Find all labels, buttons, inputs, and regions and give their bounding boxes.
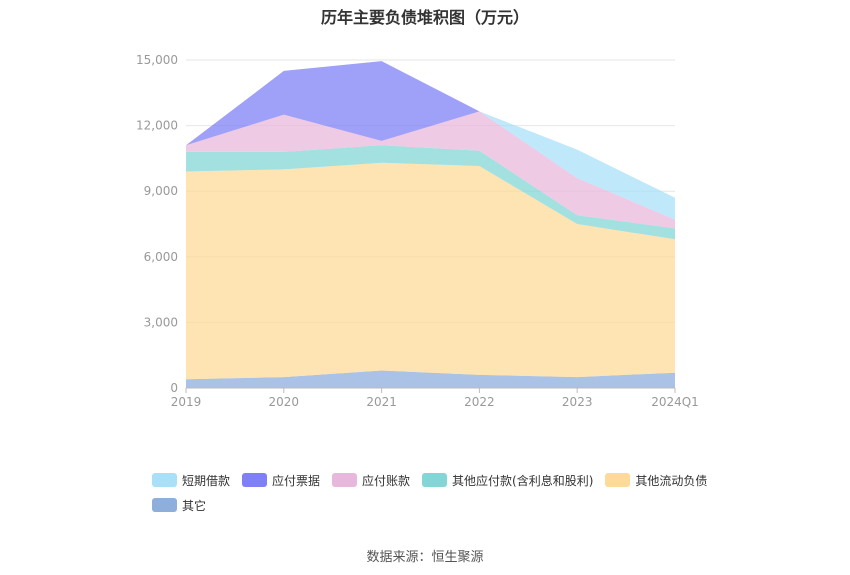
y-tick-label: 15,000 xyxy=(136,53,178,67)
series-area xyxy=(186,370,675,388)
legend: 短期借款 应付票据 应付账款 其他应付款(含利息和股利) 其他流动负债其它 xyxy=(152,472,732,513)
legend-label: 短期借款 xyxy=(182,473,231,488)
x-tick-label: 2020 xyxy=(269,395,300,409)
chart-title: 历年主要负债堆积图（万元） xyxy=(320,8,529,27)
legend-swatch xyxy=(152,473,177,487)
data-source: 数据来源：恒生聚源 xyxy=(366,550,484,565)
legend-item[interactable]: 其他应付款(含利息和股利) xyxy=(422,472,593,488)
series-area xyxy=(186,111,675,229)
x-tick-label: 2023 xyxy=(562,395,593,409)
y-tick-label: 3,000 xyxy=(144,315,178,329)
legend-label: 应付账款 xyxy=(362,473,411,488)
y-tick-label: 0 xyxy=(170,381,178,395)
legend-label: 其他流动负债 xyxy=(635,473,708,488)
y-tick-label: 6,000 xyxy=(144,250,178,264)
legend-label: 应付票据 xyxy=(272,473,321,488)
legend-swatch xyxy=(242,473,268,487)
series-area xyxy=(186,61,675,220)
legend-swatch xyxy=(152,498,177,512)
series-area xyxy=(186,145,675,240)
legend-label: 其它 xyxy=(182,498,207,513)
series-area xyxy=(186,162,675,380)
legend-item[interactable]: 短期借款 xyxy=(152,472,230,488)
x-tick-label: 2022 xyxy=(464,395,495,409)
legend-swatch xyxy=(605,473,631,487)
y-tick-label: 12,000 xyxy=(136,119,178,133)
legend-item[interactable]: 应付账款 xyxy=(332,472,410,488)
x-tick-label: 2019 xyxy=(171,395,202,409)
legend-item[interactable]: 应付票据 xyxy=(242,472,320,488)
legend-swatch xyxy=(422,473,448,487)
legend-item[interactable]: 其它 xyxy=(152,497,206,513)
x-tick-label: 2024Q1 xyxy=(651,395,699,409)
x-tick-label: 2021 xyxy=(366,395,397,409)
legend-item[interactable]: 其他流动负债 xyxy=(605,472,707,488)
y-tick-label: 9,000 xyxy=(144,184,178,198)
legend-label: 其他应付款(含利息和股利) xyxy=(452,473,594,488)
stacked-area-chart: 0 3,000 6,000 9,000 12,000 15,000 2019 2020 2021… xyxy=(136,53,699,409)
legend-swatch xyxy=(332,473,358,487)
